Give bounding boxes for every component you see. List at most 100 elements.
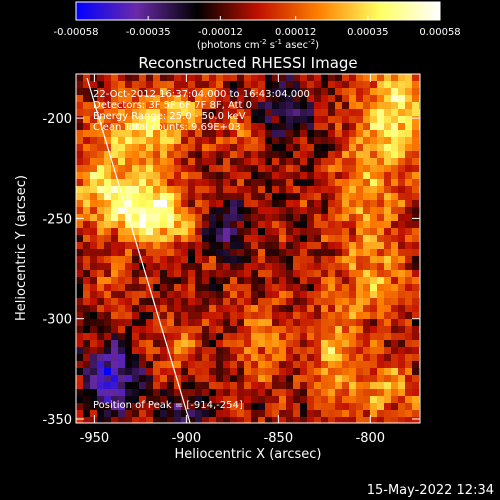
heatmap-pixel <box>412 228 420 236</box>
heatmap-pixel <box>160 158 168 166</box>
heatmap-pixel <box>377 270 385 278</box>
heatmap-pixel <box>125 270 133 278</box>
heatmap-pixel <box>209 242 217 250</box>
heatmap-pixel <box>90 305 98 313</box>
heatmap-pixel <box>412 151 420 159</box>
heatmap-pixel <box>237 347 245 355</box>
heatmap-pixel <box>83 242 91 250</box>
heatmap-pixel <box>272 256 280 264</box>
heatmap-pixel <box>125 361 133 369</box>
heatmap-pixel <box>272 81 280 89</box>
heatmap-pixel <box>293 158 301 166</box>
heatmap-pixel <box>76 221 84 229</box>
heatmap-pixel <box>265 158 273 166</box>
colorbar <box>75 1 441 21</box>
heatmap-pixel <box>314 81 322 89</box>
heatmap-pixel <box>132 396 140 404</box>
heatmap-pixel <box>342 130 350 138</box>
heatmap-pixel <box>202 305 210 313</box>
heatmap-pixel <box>83 333 91 341</box>
heatmap-pixel <box>265 144 273 152</box>
y-axis-label: Heliocentric Y (arcsec) <box>14 175 29 321</box>
heatmap-pixel <box>342 88 350 96</box>
heatmap-pixel <box>216 291 224 299</box>
heatmap-pixel <box>230 403 238 411</box>
heatmap-pixel <box>209 410 217 418</box>
heatmap-pixel <box>342 151 350 159</box>
heatmap-pixel <box>97 291 105 299</box>
heatmap-pixel <box>293 326 301 334</box>
heatmap-pixel <box>377 193 385 201</box>
heatmap-pixel <box>335 235 343 243</box>
heatmap-pixel <box>412 88 420 96</box>
heatmap-pixel <box>244 151 252 159</box>
heatmap-pixel <box>237 270 245 278</box>
heatmap-pixel <box>258 228 266 236</box>
heatmap-pixel <box>384 116 392 124</box>
heatmap-pixel <box>132 410 140 418</box>
heatmap-pixel <box>153 410 161 418</box>
heatmap-pixel <box>104 186 112 194</box>
heatmap-pixel <box>279 354 287 362</box>
heatmap-pixel <box>153 242 161 250</box>
heatmap-pixel <box>90 263 98 271</box>
heatmap-pixel <box>279 270 287 278</box>
heatmap-pixel <box>265 333 273 341</box>
heatmap-pixel <box>104 403 112 411</box>
heatmap-pixel <box>104 235 112 243</box>
heatmap-pixel <box>384 312 392 320</box>
heatmap-pixel <box>293 368 301 376</box>
heatmap-pixel <box>363 193 371 201</box>
heatmap-pixel <box>146 410 154 418</box>
heatmap-pixel <box>83 368 91 376</box>
heatmap-pixel <box>398 249 406 257</box>
heatmap-pixel <box>209 81 217 89</box>
heatmap-pixel <box>104 151 112 159</box>
heatmap-pixel <box>244 123 252 131</box>
heatmap-pixel <box>349 151 357 159</box>
heatmap-pixel <box>118 221 126 229</box>
heatmap-pixel <box>139 319 147 327</box>
y-axis-tick-label: -250 <box>42 212 72 227</box>
heatmap-pixel <box>118 228 126 236</box>
heatmap-pixel <box>258 242 266 250</box>
heatmap-pixel <box>230 249 238 257</box>
heatmap-pixel <box>83 102 91 110</box>
heatmap-pixel <box>335 333 343 341</box>
heatmap-pixel <box>405 270 413 278</box>
heatmap-pixel <box>174 242 182 250</box>
heatmap-pixel <box>97 207 105 215</box>
heatmap-pixel <box>104 172 112 180</box>
heatmap-pixel <box>216 81 224 89</box>
heatmap-pixel <box>286 221 294 229</box>
heatmap-pixel <box>349 123 357 131</box>
heatmap-pixel <box>125 207 133 215</box>
heatmap-pixel <box>195 95 203 103</box>
heatmap-pixel <box>293 333 301 341</box>
heatmap-pixel <box>265 305 273 313</box>
heatmap-pixel <box>195 354 203 362</box>
heatmap-pixel <box>76 277 84 285</box>
heatmap-pixel <box>356 235 364 243</box>
heatmap-pixel <box>244 389 252 397</box>
heatmap-pixel <box>230 221 238 229</box>
heatmap-pixel <box>342 389 350 397</box>
heatmap-pixel <box>188 417 196 423</box>
heatmap-pixel <box>405 193 413 201</box>
heatmap-pixel <box>286 354 294 362</box>
heatmap-pixel <box>139 291 147 299</box>
heatmap-pixel <box>384 144 392 152</box>
heatmap-pixel <box>118 95 126 103</box>
heatmap-pixel <box>195 403 203 411</box>
heatmap-pixel <box>76 389 84 397</box>
heatmap-pixel <box>223 284 231 292</box>
heatmap-pixel <box>83 417 91 423</box>
heatmap-pixel <box>90 235 98 243</box>
heatmap-pixel <box>251 396 259 404</box>
heatmap-pixel <box>363 312 371 320</box>
heatmap-pixel <box>363 130 371 138</box>
heatmap-pixel <box>223 277 231 285</box>
heatmap-pixel <box>118 81 126 89</box>
heatmap-pixel <box>321 326 329 334</box>
heatmap-pixel <box>314 319 322 327</box>
